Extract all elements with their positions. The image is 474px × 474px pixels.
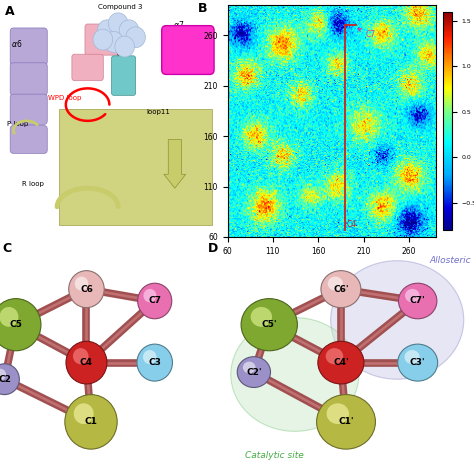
Circle shape: [326, 348, 343, 365]
Text: C2': C2': [246, 368, 262, 376]
Text: $\alpha$3: $\alpha$3: [116, 47, 127, 58]
Circle shape: [144, 289, 156, 302]
Circle shape: [404, 350, 419, 364]
Circle shape: [241, 299, 297, 351]
Circle shape: [0, 369, 6, 381]
Polygon shape: [59, 109, 212, 226]
Text: C4: C4: [346, 220, 356, 229]
Circle shape: [137, 344, 173, 381]
Circle shape: [0, 307, 18, 327]
Circle shape: [321, 271, 361, 308]
Circle shape: [97, 20, 117, 41]
FancyBboxPatch shape: [10, 126, 47, 154]
FancyBboxPatch shape: [10, 94, 47, 124]
Circle shape: [0, 299, 41, 351]
Circle shape: [115, 36, 135, 57]
Text: C3': C3': [410, 358, 426, 367]
Circle shape: [318, 341, 364, 384]
Text: D: D: [208, 242, 218, 255]
Circle shape: [73, 348, 89, 365]
FancyBboxPatch shape: [111, 56, 136, 95]
Text: C6: C6: [80, 285, 93, 293]
Text: P loop: P loop: [7, 120, 28, 127]
FancyArrow shape: [164, 139, 186, 188]
FancyBboxPatch shape: [85, 24, 118, 55]
Text: loop11: loop11: [146, 109, 170, 115]
Text: B: B: [198, 2, 208, 16]
Circle shape: [0, 364, 19, 394]
Circle shape: [317, 394, 375, 449]
Circle shape: [75, 276, 88, 291]
FancyBboxPatch shape: [10, 63, 47, 95]
Circle shape: [104, 31, 124, 52]
Text: C4: C4: [80, 358, 93, 367]
FancyBboxPatch shape: [72, 54, 103, 81]
Circle shape: [119, 20, 139, 41]
Circle shape: [405, 289, 419, 302]
Circle shape: [398, 344, 438, 381]
Text: $\alpha$7: $\alpha$7: [173, 19, 184, 30]
FancyBboxPatch shape: [162, 26, 214, 74]
Text: C1: C1: [84, 418, 98, 426]
Text: $\alpha$6: $\alpha$6: [11, 37, 23, 48]
Text: Compound 3: Compound 3: [99, 4, 143, 10]
Circle shape: [69, 271, 104, 308]
Circle shape: [327, 403, 349, 424]
Circle shape: [143, 350, 156, 364]
Text: C7: C7: [358, 29, 375, 39]
Circle shape: [93, 29, 113, 50]
Text: C1': C1': [338, 418, 354, 426]
Text: Allosteric: Allosteric: [430, 256, 472, 265]
Circle shape: [399, 283, 437, 319]
Text: C: C: [2, 242, 11, 255]
Circle shape: [126, 27, 146, 48]
Circle shape: [243, 362, 255, 374]
Text: C5': C5': [262, 320, 277, 329]
Text: R loop: R loop: [22, 181, 44, 187]
Circle shape: [65, 394, 117, 449]
Text: C7: C7: [148, 297, 161, 305]
Ellipse shape: [231, 318, 359, 431]
Text: C2: C2: [0, 375, 11, 383]
Text: C6': C6': [333, 285, 349, 293]
Text: WPD loop: WPD loop: [48, 95, 82, 101]
Circle shape: [74, 403, 94, 424]
Text: Catalytic site: Catalytic site: [245, 451, 304, 460]
Circle shape: [137, 283, 172, 319]
Text: C5: C5: [9, 320, 22, 329]
Text: C7': C7': [410, 297, 426, 305]
Text: C4': C4': [333, 358, 349, 367]
Circle shape: [66, 341, 107, 384]
Text: C3: C3: [148, 358, 161, 367]
Circle shape: [328, 276, 343, 291]
Ellipse shape: [331, 261, 464, 379]
Circle shape: [237, 357, 271, 388]
FancyBboxPatch shape: [10, 28, 47, 65]
Circle shape: [251, 307, 272, 327]
Circle shape: [108, 13, 128, 34]
Text: A: A: [5, 5, 14, 18]
